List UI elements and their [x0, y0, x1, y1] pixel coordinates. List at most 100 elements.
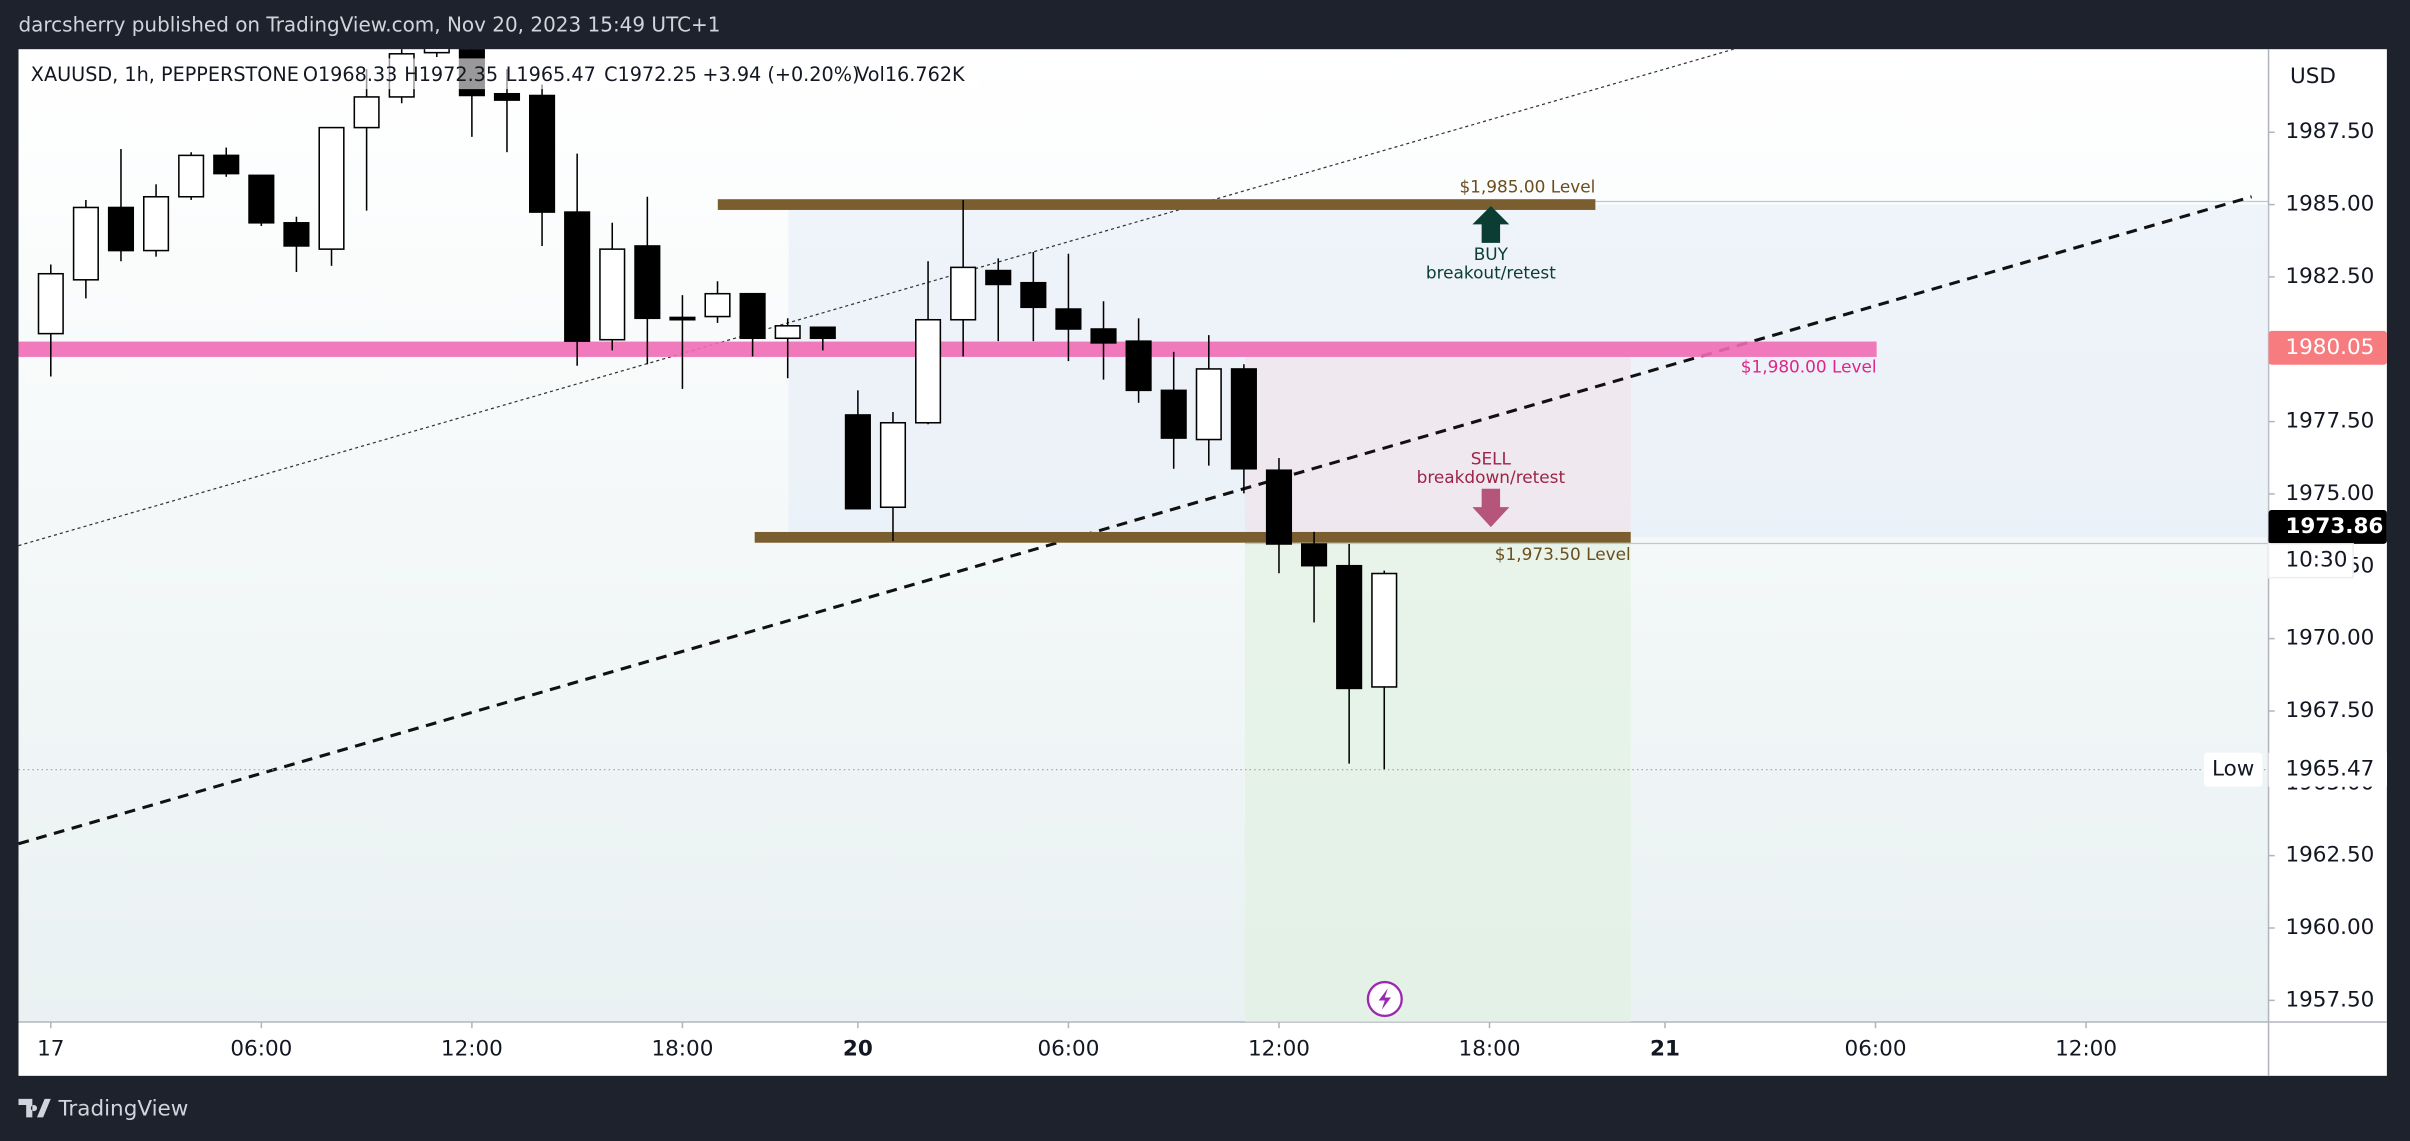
level-label: $1,973.50 Level — [1495, 544, 1631, 564]
candle-body — [704, 292, 731, 318]
low-label: Low — [2212, 757, 2254, 782]
candle-body — [1090, 328, 1117, 344]
y-tick-label: 1987.50 — [2285, 119, 2374, 144]
candle-body — [564, 211, 591, 342]
price-tag — [2268, 330, 2387, 365]
x-tick-label: 06:00 — [230, 1037, 292, 1062]
footer-logo: TradingView — [18, 1097, 188, 1122]
legend-bg — [24, 58, 978, 90]
y-tick-label: 1957.50 — [2285, 987, 2374, 1012]
legend-value: Vol16.762K — [856, 63, 965, 86]
annotation-text: breakdown/retest — [1417, 467, 1566, 487]
candle-body — [774, 325, 801, 340]
candle-body — [493, 92, 521, 101]
low-tag: 1965.47 — [2285, 757, 2374, 782]
candle-body — [213, 154, 240, 175]
candle-body — [143, 195, 170, 252]
legend-value: L1965.47 — [506, 63, 596, 86]
candle-body — [634, 245, 661, 320]
candle-body — [1020, 281, 1047, 309]
candle-body — [739, 292, 766, 340]
candle-body — [669, 316, 696, 321]
candle-body — [72, 206, 99, 281]
countdown: 10:30 — [2285, 548, 2347, 573]
level-line — [18, 341, 1877, 357]
candle-body — [844, 414, 871, 510]
legend-value: +3.94 (+0.20%) — [702, 63, 859, 86]
buy-arrow — [1472, 205, 1510, 243]
annotation-title: SELL — [1471, 449, 1512, 469]
x-tick-label: 17 — [37, 1037, 64, 1062]
sell-arrow — [1472, 488, 1510, 528]
y-tick-label: 1962.50 — [2285, 843, 2374, 868]
y-tick-label: 1960.00 — [2285, 915, 2374, 940]
candle-body — [1230, 368, 1257, 470]
level-line — [754, 531, 1631, 543]
x-tick-label: 18:00 — [1459, 1037, 1521, 1062]
candle-body — [1265, 469, 1293, 545]
x-tick-label: 20 — [843, 1037, 873, 1062]
x-tick-label: 12:00 — [1248, 1037, 1310, 1062]
legend-symbol: XAUUSD, 1h, PEPPERSTONE — [31, 63, 299, 86]
price-tag-label: 1973.86 — [2285, 514, 2383, 539]
x-tick-label: 06:00 — [1845, 1037, 1907, 1062]
legend-value: C1972.25 — [604, 63, 697, 86]
x-tick-label: 21 — [1650, 1037, 1680, 1062]
candle-body — [1160, 389, 1187, 439]
y-tick-label: 1967.50 — [2285, 698, 2374, 723]
y-tick-label: 1975.00 — [2285, 481, 2374, 506]
level-line — [717, 199, 1596, 210]
zone — [1244, 356, 1631, 538]
candle-body — [529, 94, 556, 213]
candle-body — [1301, 543, 1328, 567]
footer-brand: TradingView — [57, 1097, 188, 1122]
x-tick-label: 12:00 — [2055, 1037, 2117, 1062]
candle-body — [423, 49, 450, 54]
annotation-text: breakout/retest — [1426, 263, 1556, 283]
level-label: $1,985.00 Level — [1459, 177, 1595, 197]
price-tag-label: 1980.05 — [2285, 335, 2374, 360]
legend-value: H1972.35 — [404, 63, 498, 86]
overlay: 1957.501960.001962.501965.001967.501970.… — [24, 58, 2387, 1062]
level-label: $1,980.00 Level — [1741, 356, 1877, 376]
annotation-title: BUY — [1474, 244, 1509, 264]
zone — [1244, 541, 1631, 1023]
candle-body — [915, 318, 942, 424]
candle-body — [1371, 572, 1398, 688]
event-icon — [1378, 988, 1391, 1010]
x-tick-label: 06:00 — [1037, 1037, 1099, 1062]
y-tick-label: 1977.50 — [2285, 409, 2374, 434]
candle-body — [178, 154, 205, 198]
low-label-bg — [2203, 752, 2263, 787]
candle-body — [599, 248, 626, 341]
candle-body — [1125, 340, 1152, 392]
countdown-bg — [2267, 543, 2354, 579]
candle-body — [318, 126, 345, 250]
candle-body — [248, 174, 275, 224]
candle-body — [283, 222, 310, 247]
candle-body — [1336, 564, 1363, 690]
y-tick-label: 1970.00 — [2285, 626, 2374, 651]
plot — [18, 49, 2269, 1023]
trend-line — [18, 49, 1734, 547]
candle-body — [1055, 308, 1082, 330]
candle-body — [37, 272, 64, 335]
candle-body — [1195, 368, 1222, 441]
candle-body — [879, 421, 907, 509]
y-tick-label: 1985.00 — [2285, 192, 2374, 217]
publisher: darcsherry published on TradingView.com,… — [19, 13, 721, 37]
currency: USD — [2290, 64, 2336, 89]
candle-body — [809, 326, 836, 340]
candle-body — [985, 269, 1012, 286]
x-tick-label: 12:00 — [441, 1037, 503, 1062]
time-axis — [18, 1022, 2387, 1076]
candle-body — [107, 206, 135, 252]
candle-body — [353, 96, 380, 129]
low-tag-bg — [2268, 752, 2387, 787]
price-tag — [2268, 510, 2387, 544]
x-tick-label: 18:00 — [651, 1037, 713, 1062]
y-tick-label: 1982.50 — [2285, 264, 2374, 289]
legend-value: O1968.33 — [303, 63, 398, 86]
